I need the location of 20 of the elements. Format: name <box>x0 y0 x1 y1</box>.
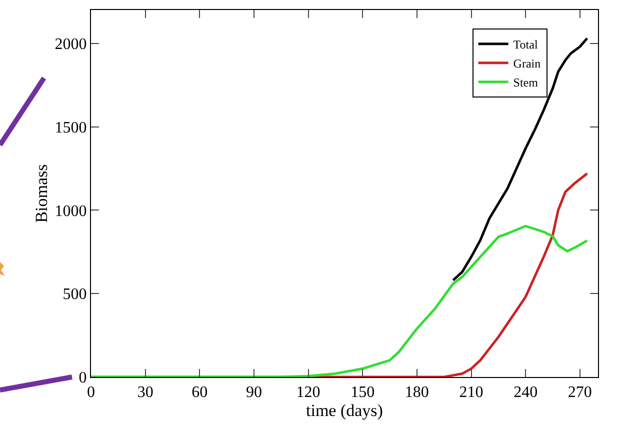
x-tick-label: 180 <box>404 384 429 402</box>
x-tick-label: 120 <box>296 384 320 402</box>
x-axis-title: time (days) <box>306 401 383 420</box>
y-axis-title: Biomass <box>32 164 51 223</box>
x-tick-label: 60 <box>192 384 208 402</box>
x-tick-label: 210 <box>459 384 484 402</box>
line-series <box>91 224 588 377</box>
x-tick-label: 270 <box>568 384 592 402</box>
legend-label: Grain <box>513 56 541 71</box>
x-tick-label: 90 <box>246 384 262 402</box>
legend-label: Total <box>513 38 538 52</box>
x-tick-label: 150 <box>350 384 375 402</box>
y-tick-label: 2000 <box>54 36 87 53</box>
y-tick-label: 1500 <box>54 119 87 136</box>
x-tick-label: 240 <box>514 384 538 402</box>
y-tick-label: 500 <box>62 286 87 304</box>
legend-label: Stem <box>513 76 539 90</box>
x-tick-label: 30 <box>137 384 154 402</box>
y-tick-label: 0 <box>78 370 87 387</box>
y-tick-label: 1000 <box>54 202 87 220</box>
